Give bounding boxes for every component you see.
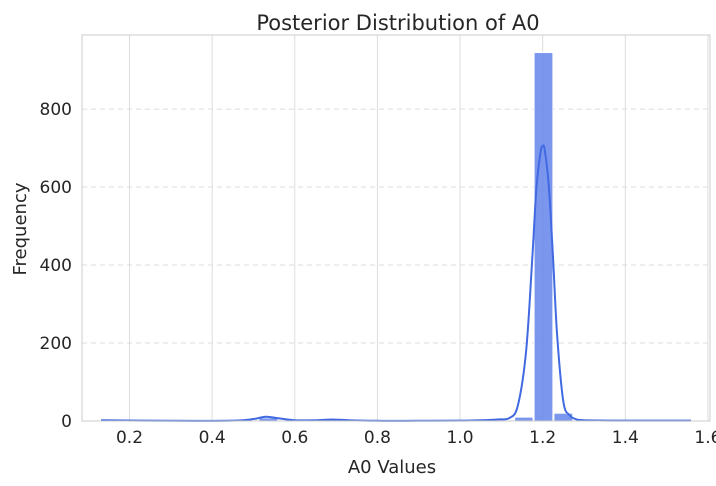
x-tick-label: 1.0: [447, 428, 474, 448]
y-tick-label: 600: [40, 178, 72, 198]
x-tick-label: 0.8: [364, 428, 391, 448]
y-tick-label: 0: [61, 412, 72, 432]
x-axis-ticks: 0.2 0.4 0.6 0.8 1.0 1.2 1.4 1.6: [116, 428, 716, 448]
y-axis-ticks: 0 200 400 600 800: [40, 100, 72, 432]
y-axis-title: Frequency: [10, 182, 31, 275]
x-tick-label: 1.6: [694, 428, 716, 448]
y-tick-label: 200: [40, 334, 72, 354]
y-tick-label: 800: [40, 100, 72, 120]
x-tick-label: 1.2: [529, 428, 556, 448]
chart-title: Posterior Distribution of A0: [256, 11, 539, 35]
x-tick-label: 0.4: [199, 428, 226, 448]
x-tick-label: 1.4: [612, 428, 639, 448]
x-tick-label: 0.6: [281, 428, 308, 448]
y-tick-label: 400: [40, 256, 72, 276]
kde-curve: [101, 144, 691, 422]
plot-area-frame: [81, 34, 711, 422]
x-axis-title: A0 Values: [348, 457, 436, 478]
x-tick-label: 0.2: [116, 428, 143, 448]
histogram-bar: [533, 52, 554, 422]
histogram-bar: [514, 416, 534, 422]
